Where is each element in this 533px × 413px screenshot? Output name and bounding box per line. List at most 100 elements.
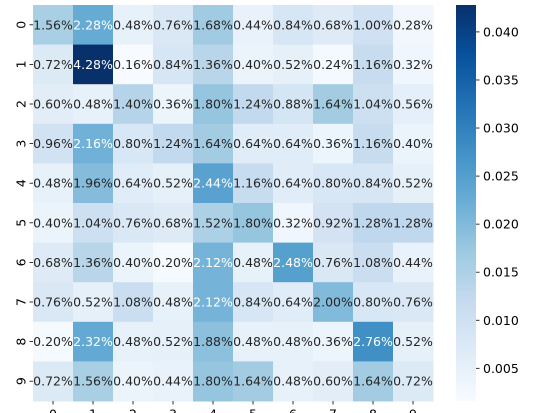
heatmap-cell-2-5 [233, 84, 274, 125]
heatmap-cell-2-8 [353, 84, 394, 125]
heatmap-cell-3-7 [313, 123, 354, 164]
heatmap-cell-5-5 [233, 203, 274, 244]
heatmap-cell-7-5 [233, 282, 274, 323]
heatmap-cell-4-1 [73, 163, 114, 204]
cell-label-3-6: 0.64% [273, 136, 313, 151]
heatmap-cell-labels: 1.56% 2.28% 0.48% 0.76% 1.68% 0.44% 0.84% 0.68%… [33, 17, 433, 388]
cell-label-0-7: 0.68% [313, 17, 353, 32]
heatmap-cell-0-7 [313, 5, 354, 46]
x-tick-label-0: 0 [49, 407, 57, 413]
cell-label-3-3: 1.24% [153, 136, 193, 151]
cell-label-0-4: 1.68% [193, 17, 233, 32]
heatmap-cell-6-9 [393, 242, 434, 283]
cell-label-8-1: 2.32% [73, 334, 113, 349]
y-tick-label-4: 4 [14, 179, 29, 187]
colorbar-axis: 0.005 0.010 0.015 0.020 0.025 0.030 0.035 0.040 [476, 24, 519, 376]
y-tick-label-5: 5 [14, 219, 29, 227]
cell-label-3-2: 0.80% [113, 136, 153, 151]
heatmap-cell-4-2 [113, 163, 154, 204]
cell-label-8-4: 1.88% [193, 334, 233, 349]
heatmap-cell-8-7 [313, 321, 354, 362]
heatmap-cell-8-4 [193, 321, 234, 362]
heatmap-cell-8-9 [393, 321, 434, 362]
heatmap-cell-6-0 [33, 242, 74, 283]
heatmap-cell-8-2 [113, 321, 154, 362]
heatmap-cell-9-1 [73, 361, 114, 402]
heatmap-cell-0-6 [273, 5, 314, 46]
cell-label-2-8: 1.04% [353, 97, 393, 112]
heatmap-cell-4-8 [353, 163, 394, 204]
heatmap-cell-5-1 [73, 203, 114, 244]
heatmap-cell-2-3 [153, 84, 194, 125]
cell-label-1-6: 0.52% [273, 57, 313, 72]
cell-label-6-3: 0.20% [153, 255, 193, 270]
cell-label-3-4: 1.64% [193, 136, 233, 151]
heatmap-cell-4-4 [193, 163, 234, 204]
cell-label-2-6: 0.88% [273, 97, 313, 112]
y-tick-label-8: 8 [14, 338, 29, 346]
heatmap-cell-8-5 [233, 321, 274, 362]
heatmap-cell-1-7 [313, 44, 354, 85]
cell-label-6-0: 0.68% [33, 255, 73, 270]
heatmap-cell-5-6 [273, 203, 314, 244]
cell-label-2-4: 1.80% [193, 97, 233, 112]
heatmap-cell-0-4 [193, 5, 234, 46]
cell-label-2-2: 1.40% [113, 97, 153, 112]
heatmap-cell-1-5 [233, 44, 274, 85]
cell-label-7-2: 1.08% [113, 295, 153, 310]
x-tick-label-1: 1 [89, 407, 97, 413]
cell-label-8-8: 2.76% [353, 334, 393, 349]
heatmap-cell-8-6 [273, 321, 314, 362]
heatmap-cell-4-6 [273, 163, 314, 204]
cell-label-8-2: 0.48% [113, 334, 153, 349]
cell-label-2-9: 0.56% [393, 97, 433, 112]
cell-label-2-0: 0.60% [33, 97, 73, 112]
cell-label-0-3: 0.76% [153, 17, 193, 32]
heatmap-cell-2-6 [273, 84, 314, 125]
cell-label-6-6: 2.48% [273, 255, 313, 270]
cell-label-0-8: 1.00% [353, 17, 393, 32]
heatmap-cell-3-3 [153, 123, 194, 164]
y-tick-label-7: 7 [14, 298, 29, 306]
heatmap-cell-2-2 [113, 84, 154, 125]
colorbar [456, 5, 476, 401]
heatmap-cell-8-3 [153, 321, 194, 362]
heatmap-cells [33, 5, 434, 402]
heatmap-cell-8-0 [33, 321, 74, 362]
heatmap-cell-6-3 [153, 242, 194, 283]
cell-label-5-3: 0.68% [153, 215, 193, 230]
x-tick-label-6: 6 [289, 407, 297, 413]
cell-label-2-1: 0.48% [73, 97, 113, 112]
y-axis: 0 1 2 3 4 5 6 7 8 9 [14, 21, 33, 385]
cell-label-7-1: 0.52% [73, 295, 113, 310]
cell-label-9-5: 1.64% [233, 374, 273, 389]
cell-label-7-8: 0.80% [353, 295, 393, 310]
heatmap-cell-3-5 [233, 123, 274, 164]
cell-label-6-5: 0.48% [233, 255, 273, 270]
x-tick-label-2: 2 [129, 407, 137, 413]
cell-label-9-3: 0.44% [153, 374, 193, 389]
heatmap-cell-2-1 [73, 84, 114, 125]
cell-label-3-8: 1.16% [353, 136, 393, 151]
heatmap-cell-0-9 [393, 5, 434, 46]
heatmap-cell-5-8 [353, 203, 394, 244]
heatmap-cell-7-6 [273, 282, 314, 323]
heatmap-cell-1-0 [33, 44, 74, 85]
cell-label-6-4: 2.12% [193, 255, 233, 270]
cell-label-8-3: 0.52% [153, 334, 193, 349]
x-tick-label-8: 8 [369, 407, 377, 413]
heatmap-cell-6-2 [113, 242, 154, 283]
heatmap-cell-5-4 [193, 203, 234, 244]
heatmap-cell-9-3 [153, 361, 194, 402]
heatmap-cell-9-5 [233, 361, 274, 402]
cell-label-1-7: 0.24% [313, 57, 353, 72]
cell-label-6-7: 0.76% [313, 255, 353, 270]
heatmap-cell-0-1 [73, 5, 114, 46]
x-tick-label-7: 7 [329, 407, 337, 413]
cell-label-1-0: 0.72% [33, 57, 73, 72]
heatmap-cell-7-9 [393, 282, 434, 323]
cell-label-9-8: 1.64% [353, 374, 393, 389]
y-tick-label-9: 9 [14, 377, 29, 385]
cell-label-5-4: 1.52% [193, 215, 233, 230]
